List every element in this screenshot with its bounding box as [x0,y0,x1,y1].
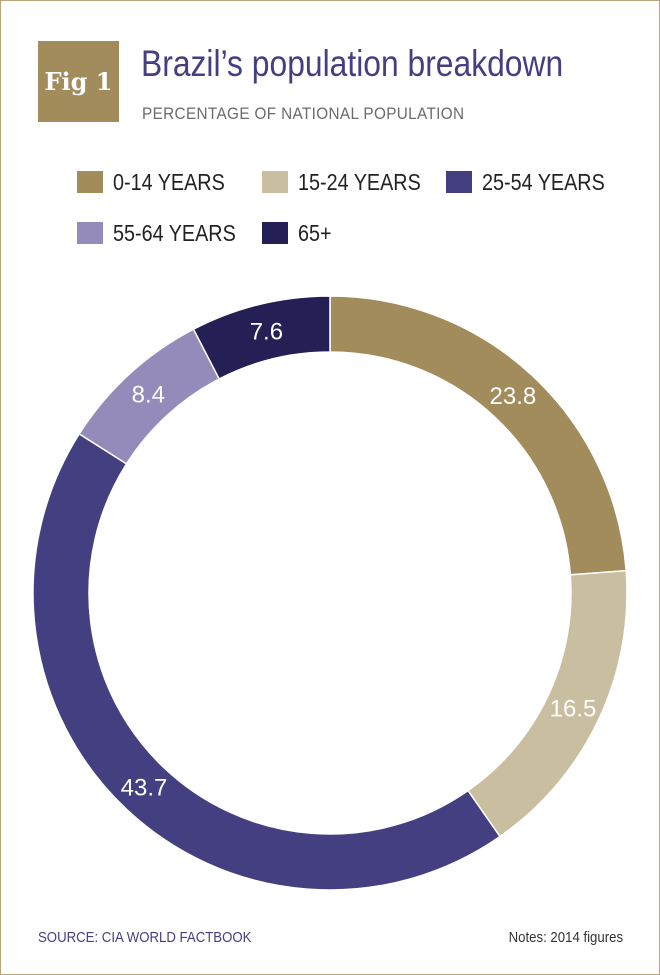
legend-swatch-0-14 [77,171,103,193]
slice-value-label-0: 23.8 [490,383,537,410]
legend-label-65-plus: 65+ [298,219,332,246]
legend-swatch-55-64 [77,222,103,244]
donut-slice-4 [192,295,331,380]
legend-item-55-64: 55-64 YEARS [77,220,256,246]
donut-slice-2 [32,432,502,891]
legend-swatch-65-plus [262,222,288,244]
donut-slice-1 [466,569,628,838]
legend-item-65-plus: 65+ [262,220,337,246]
slice-value-label-4: 7.6 [250,319,283,346]
figure-badge: Fig 1 [38,41,119,122]
slice-value-label-1: 16.5 [550,695,597,722]
legend-item-15-24: 15-24 YEARS [262,169,441,195]
slice-value-label-2: 43.7 [121,774,168,801]
legend-item-0-14: 0-14 YEARS [77,169,243,195]
legend-swatch-15-24 [262,171,288,193]
source-note: SOURCE: CIA WORLD FACTBOOK [38,929,252,946]
legend-label-55-64: 55-64 YEARS [113,219,236,246]
chart-subtitle: PERCENTAGE OF NATIONAL POPULATION [142,104,465,123]
notes-text: Notes: 2014 figures [508,929,623,946]
chart-title: Brazil’s population breakdown [141,43,564,84]
slice-value-label-3: 8.4 [132,382,165,409]
legend-swatch-25-54 [446,171,472,193]
legend-item-25-54: 25-54 YEARS [446,169,625,195]
legend-label-0-14: 0-14 YEARS [113,168,225,195]
donut-slice-0 [329,295,627,576]
legend-label-15-24: 15-24 YEARS [298,168,421,195]
legend-label-25-54: 25-54 YEARS [482,168,605,195]
